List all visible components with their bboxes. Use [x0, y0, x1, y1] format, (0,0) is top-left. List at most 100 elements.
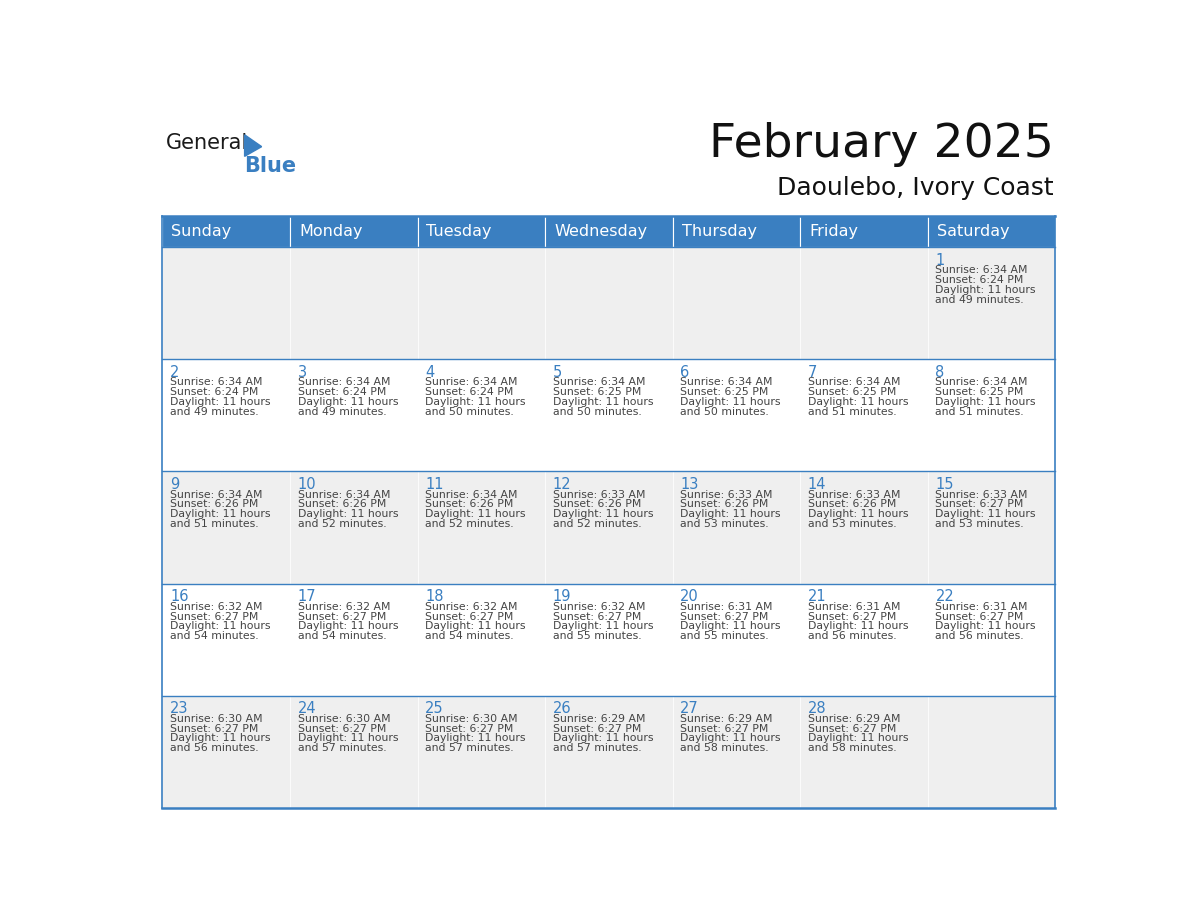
- Text: Sunset: 6:25 PM: Sunset: 6:25 PM: [935, 387, 1024, 397]
- Text: and 53 minutes.: and 53 minutes.: [935, 519, 1024, 529]
- Text: Daylight: 11 hours: Daylight: 11 hours: [808, 733, 909, 744]
- Bar: [672, 472, 801, 584]
- Text: 8: 8: [935, 364, 944, 380]
- Bar: [163, 696, 290, 808]
- Text: Sunrise: 6:34 AM: Sunrise: 6:34 AM: [298, 489, 390, 499]
- Text: and 56 minutes.: and 56 minutes.: [808, 632, 897, 641]
- Text: Daylight: 11 hours: Daylight: 11 hours: [935, 397, 1036, 408]
- Text: 6: 6: [681, 364, 689, 380]
- Text: 20: 20: [681, 589, 699, 604]
- Text: and 58 minutes.: and 58 minutes.: [808, 744, 897, 754]
- Text: and 49 minutes.: and 49 minutes.: [298, 407, 386, 417]
- Text: 13: 13: [681, 476, 699, 492]
- Text: and 55 minutes.: and 55 minutes.: [552, 632, 642, 641]
- Text: Daylight: 11 hours: Daylight: 11 hours: [552, 621, 653, 632]
- Text: 1: 1: [935, 252, 944, 268]
- Text: February 2025: February 2025: [709, 122, 1054, 167]
- Bar: [290, 696, 417, 808]
- Bar: [801, 696, 928, 808]
- Text: Sunset: 6:24 PM: Sunset: 6:24 PM: [425, 387, 513, 397]
- Text: Daylight: 11 hours: Daylight: 11 hours: [552, 733, 653, 744]
- Text: Thursday: Thursday: [682, 224, 757, 240]
- Bar: [290, 217, 417, 247]
- Text: 21: 21: [808, 589, 827, 604]
- Text: Wednesday: Wednesday: [554, 224, 647, 240]
- Text: Sunrise: 6:34 AM: Sunrise: 6:34 AM: [935, 265, 1028, 275]
- Bar: [417, 359, 545, 472]
- Bar: [928, 217, 1055, 247]
- Bar: [545, 584, 672, 696]
- Bar: [545, 696, 672, 808]
- Text: Daylight: 11 hours: Daylight: 11 hours: [170, 621, 271, 632]
- Text: Sunrise: 6:31 AM: Sunrise: 6:31 AM: [935, 601, 1028, 611]
- Text: Sunrise: 6:33 AM: Sunrise: 6:33 AM: [681, 489, 773, 499]
- Text: Daylight: 11 hours: Daylight: 11 hours: [681, 397, 781, 408]
- Text: 3: 3: [298, 364, 307, 380]
- Text: and 49 minutes.: and 49 minutes.: [935, 295, 1024, 305]
- Text: Sunrise: 6:33 AM: Sunrise: 6:33 AM: [552, 489, 645, 499]
- Text: 15: 15: [935, 476, 954, 492]
- Text: Daylight: 11 hours: Daylight: 11 hours: [552, 509, 653, 520]
- Text: Sunset: 6:25 PM: Sunset: 6:25 PM: [808, 387, 896, 397]
- Text: Sunset: 6:27 PM: Sunset: 6:27 PM: [935, 499, 1024, 509]
- Text: Daylight: 11 hours: Daylight: 11 hours: [170, 733, 271, 744]
- Text: Sunset: 6:27 PM: Sunset: 6:27 PM: [170, 611, 259, 621]
- Text: and 58 minutes.: and 58 minutes.: [681, 744, 769, 754]
- Text: Sunset: 6:27 PM: Sunset: 6:27 PM: [681, 723, 769, 733]
- Text: Blue: Blue: [245, 156, 297, 176]
- Text: and 57 minutes.: and 57 minutes.: [552, 744, 642, 754]
- Text: Sunset: 6:27 PM: Sunset: 6:27 PM: [298, 723, 386, 733]
- Text: Sunrise: 6:33 AM: Sunrise: 6:33 AM: [935, 489, 1028, 499]
- Text: Daylight: 11 hours: Daylight: 11 hours: [298, 509, 398, 520]
- Text: 18: 18: [425, 589, 444, 604]
- Text: Sunset: 6:27 PM: Sunset: 6:27 PM: [552, 611, 642, 621]
- Text: and 57 minutes.: and 57 minutes.: [425, 744, 514, 754]
- Text: and 52 minutes.: and 52 minutes.: [425, 519, 514, 529]
- Text: Sunset: 6:26 PM: Sunset: 6:26 PM: [681, 499, 769, 509]
- Text: Sunrise: 6:34 AM: Sunrise: 6:34 AM: [681, 377, 773, 387]
- Bar: [801, 217, 928, 247]
- Text: Sunset: 6:26 PM: Sunset: 6:26 PM: [808, 499, 896, 509]
- Text: Sunrise: 6:34 AM: Sunrise: 6:34 AM: [170, 377, 263, 387]
- Text: Sunset: 6:27 PM: Sunset: 6:27 PM: [935, 611, 1024, 621]
- Text: 11: 11: [425, 476, 444, 492]
- Text: 16: 16: [170, 589, 189, 604]
- Text: Sunrise: 6:29 AM: Sunrise: 6:29 AM: [808, 714, 901, 723]
- Text: Daylight: 11 hours: Daylight: 11 hours: [935, 621, 1036, 632]
- Bar: [163, 217, 290, 247]
- Text: and 53 minutes.: and 53 minutes.: [808, 519, 897, 529]
- Text: 9: 9: [170, 476, 179, 492]
- Text: Sunset: 6:27 PM: Sunset: 6:27 PM: [808, 723, 896, 733]
- Text: and 56 minutes.: and 56 minutes.: [935, 632, 1024, 641]
- Text: 25: 25: [425, 701, 444, 716]
- Text: Sunset: 6:24 PM: Sunset: 6:24 PM: [170, 387, 259, 397]
- Text: 17: 17: [298, 589, 316, 604]
- Text: Sunrise: 6:30 AM: Sunrise: 6:30 AM: [170, 714, 263, 723]
- Text: Sunset: 6:25 PM: Sunset: 6:25 PM: [552, 387, 642, 397]
- Text: Daylight: 11 hours: Daylight: 11 hours: [935, 509, 1036, 520]
- Text: Sunset: 6:26 PM: Sunset: 6:26 PM: [170, 499, 259, 509]
- Text: Saturday: Saturday: [936, 224, 1010, 240]
- Bar: [417, 472, 545, 584]
- Bar: [417, 247, 545, 359]
- Text: and 50 minutes.: and 50 minutes.: [552, 407, 642, 417]
- Bar: [417, 696, 545, 808]
- Text: 7: 7: [808, 364, 817, 380]
- Text: Monday: Monday: [299, 224, 362, 240]
- Bar: [801, 359, 928, 472]
- Bar: [928, 247, 1055, 359]
- Text: and 52 minutes.: and 52 minutes.: [552, 519, 642, 529]
- Text: 14: 14: [808, 476, 827, 492]
- Bar: [290, 247, 417, 359]
- Text: Sunrise: 6:32 AM: Sunrise: 6:32 AM: [170, 601, 263, 611]
- Text: Daylight: 11 hours: Daylight: 11 hours: [681, 733, 781, 744]
- Bar: [801, 584, 928, 696]
- Text: 12: 12: [552, 476, 571, 492]
- Text: Sunrise: 6:33 AM: Sunrise: 6:33 AM: [808, 489, 901, 499]
- Text: 24: 24: [298, 701, 316, 716]
- Text: General: General: [165, 133, 248, 153]
- Text: Sunrise: 6:31 AM: Sunrise: 6:31 AM: [681, 601, 773, 611]
- Text: Daylight: 11 hours: Daylight: 11 hours: [425, 733, 526, 744]
- Text: Sunrise: 6:34 AM: Sunrise: 6:34 AM: [552, 377, 645, 387]
- Text: Daoulebo, Ivory Coast: Daoulebo, Ivory Coast: [777, 175, 1054, 199]
